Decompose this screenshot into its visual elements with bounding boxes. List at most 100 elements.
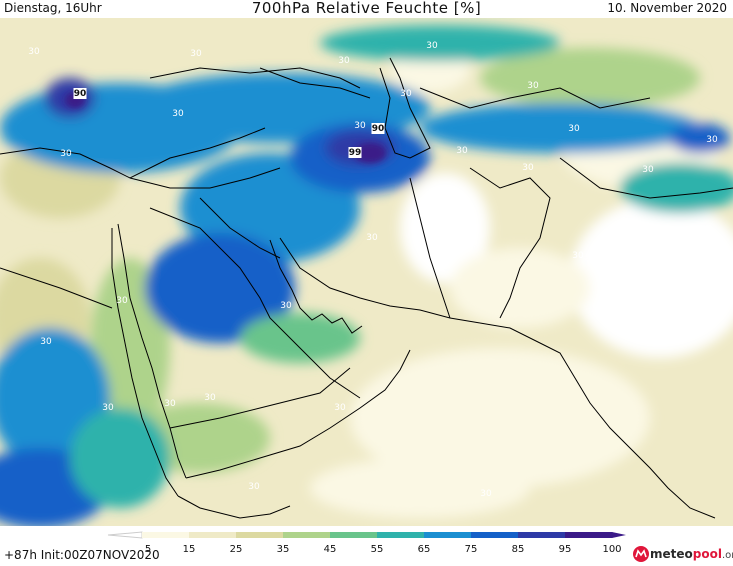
border-central-asia (419, 87, 651, 109)
contour-label: 30 (338, 56, 350, 66)
legend-tick-label: 55 (371, 544, 384, 555)
legend-swatch (471, 532, 519, 538)
legend-tick-label: 15 (183, 544, 196, 555)
legend-swatch (518, 532, 566, 538)
contour-label: 30 (116, 296, 128, 306)
border-iraq (199, 197, 281, 259)
border-afghanistan-pakistan (469, 167, 551, 319)
legend-tick-label: 65 (418, 544, 431, 555)
coastline-horn-africa (177, 495, 291, 519)
dry-region-arabian-sea (350, 348, 650, 488)
coastline-caspian (379, 57, 431, 159)
contour-label: 30 (642, 165, 654, 175)
legend-tick-label: 45 (324, 544, 337, 555)
brand-suffix: .org (721, 550, 733, 561)
contour-label: 30 (102, 403, 114, 413)
contour-label: 30 (426, 41, 438, 51)
legend-swatch (424, 532, 472, 538)
humidity-field (0, 25, 733, 526)
legend-tick-label: 25 (230, 544, 243, 555)
contour-label: 90 (372, 124, 385, 134)
wet-band-gulf (240, 313, 360, 363)
contour-label-bg (73, 88, 87, 99)
legend-swatch (189, 532, 237, 538)
border-yemen-oman (169, 367, 351, 429)
humidity-color-legend: 5 15 25 35 45 55 65 75 85 95 100 (107, 531, 626, 555)
border-iran-afghanistan (409, 177, 451, 319)
contour-label: 99 (349, 148, 362, 158)
contour-label: 30 (190, 49, 202, 59)
contour-label: 30 (28, 47, 40, 57)
dry-region-iran (400, 173, 490, 283)
contour-label: 30 (522, 163, 534, 173)
legend-swatch (377, 532, 425, 538)
coastlines-and-borders (0, 57, 733, 519)
legend-arrow-high (612, 532, 626, 538)
brand-accent: pool (692, 547, 722, 561)
contour-label: 30 (164, 399, 176, 409)
contour-labels: 30 90 30 30 30 30 30 30 90 99 30 30 30 30 30 30 30 30 30 30… (28, 41, 718, 499)
legend-tick-label: 100 (602, 544, 621, 555)
contour-label: 30 (480, 489, 492, 499)
border-egypt-sudan (0, 267, 113, 309)
contour-label: 30 (40, 337, 52, 347)
legend-tick-label: 75 (465, 544, 478, 555)
legend-swatch (142, 532, 190, 538)
legend-tick-label: 5 (145, 544, 151, 555)
legend-swatch (236, 532, 284, 538)
contour-label: 30 (527, 81, 539, 91)
contour-label: 30 (400, 89, 412, 99)
wet-band-east (620, 163, 733, 213)
humidity-core-tibet (670, 123, 730, 153)
humidity-map: 30 90 30 30 30 30 30 30 90 99 30 30 30 30 30 30 30 30 30 30… (0, 18, 733, 526)
coastline-india-west (479, 322, 716, 519)
coastline-persian-gulf (269, 239, 363, 334)
legend-swatch (565, 532, 613, 538)
contour-label-bg (371, 123, 385, 134)
forecast-date: 10. November 2020 (607, 1, 727, 15)
legend-swatch (330, 532, 378, 538)
legend-tick-label: 85 (512, 544, 525, 555)
border-arabia (149, 207, 361, 399)
contour-label: 30 (366, 233, 378, 243)
border-turkey-syria (129, 167, 281, 189)
coastline-mediterranean (0, 127, 266, 179)
humidity-core-arabia (165, 243, 225, 293)
title-bar (0, 0, 733, 18)
legend-swatch (283, 532, 331, 538)
legend-tick-label: 95 (559, 544, 572, 555)
meteopool-brand: meteopool.org (650, 547, 733, 561)
coastline-arabia-south (185, 349, 411, 479)
wet-band-caucasus (320, 25, 560, 61)
border-caucasus (259, 67, 371, 99)
legend-tick-label: 35 (277, 544, 290, 555)
dry-region-india (570, 198, 733, 358)
border-india-north (559, 157, 733, 199)
contour-label: 30 (706, 135, 718, 145)
wet-band-ethiopia (70, 408, 170, 508)
coastline-red-sea-east (117, 223, 187, 479)
legend-swatches (107, 531, 626, 539)
dry-region-central (450, 248, 590, 328)
contour-label: 30 (354, 121, 366, 131)
contour-label: 30 (204, 393, 216, 403)
contour-label-bg (348, 147, 362, 158)
coastline-black-sea (149, 67, 361, 89)
contour-label: 90 (74, 89, 87, 99)
contour-label: 30 (334, 403, 346, 413)
contour-label: 30 (456, 146, 468, 156)
contour-label: 30 (172, 109, 184, 119)
contour-label: 30 (572, 251, 584, 261)
legend-arrow-low (107, 531, 143, 539)
coastline-red-sea-west (111, 228, 179, 497)
contour-label: 30 (248, 482, 260, 492)
forecast-valid-time: Dienstag, 16Uhr (4, 1, 102, 15)
dry-region-south (310, 458, 530, 518)
legend-tick-labels: 5 15 25 35 45 55 65 75 85 95 100 (145, 544, 622, 555)
brand-prefix: meteo (650, 547, 693, 561)
contour-label: 30 (448, 190, 460, 200)
wet-band-north (420, 103, 700, 153)
humidity-peak-iran (354, 143, 386, 163)
meteopool-logo-icon (633, 546, 649, 562)
coastline-iran-south (279, 237, 481, 324)
